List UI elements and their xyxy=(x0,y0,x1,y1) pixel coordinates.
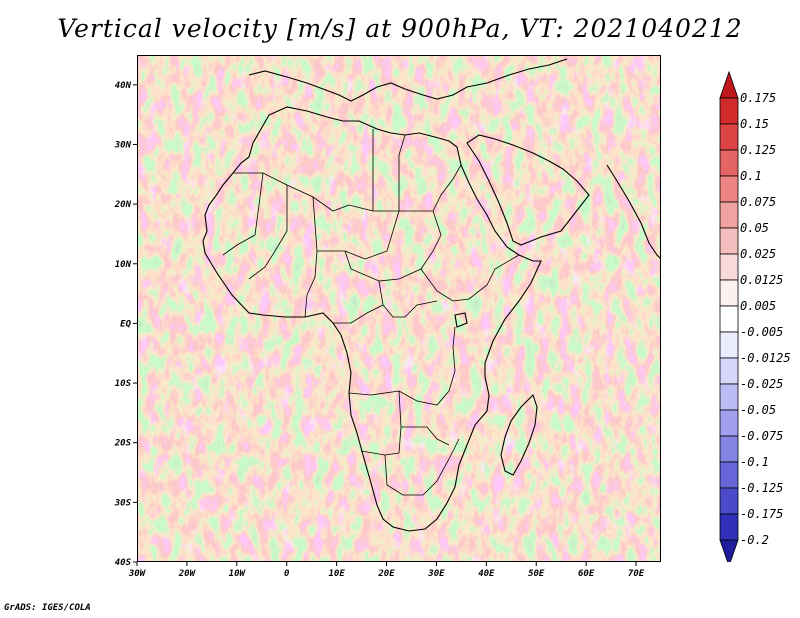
india-coastline xyxy=(606,164,661,260)
y-tick-label: 10S xyxy=(115,379,132,389)
x-tick-label: 70E xyxy=(628,569,645,579)
africa-coastline xyxy=(202,106,542,532)
colorbar-label: -0.075 xyxy=(740,429,783,443)
colorbar-swatch xyxy=(719,461,739,489)
colorbar-label: -0.125 xyxy=(740,481,783,495)
colorbar-label: 0.025 xyxy=(740,247,776,261)
colorbar-svg: 0.175 0.15 0.125 0.1 0.075 0.05 0.025 0.0125 0.0… xyxy=(719,70,791,562)
y-tick-label: 30N xyxy=(114,140,132,150)
x-tick-label: 20W xyxy=(178,569,197,579)
country-borders xyxy=(222,129,520,496)
madagascar-coastline xyxy=(500,393,538,476)
y-tick-label: 40S xyxy=(115,558,132,568)
colorbar-swatch xyxy=(719,175,739,203)
footer-credit: GrADS: IGES/COLA xyxy=(4,603,91,613)
colorbar-label: 0.05 xyxy=(740,221,769,235)
colorbar: 0.175 0.15 0.125 0.1 0.075 0.05 0.025 0.0125 0.0… xyxy=(716,62,800,562)
arabia-coastline xyxy=(466,134,590,246)
europe-coastline xyxy=(248,58,568,102)
colorbar-swatch xyxy=(719,357,739,385)
colorbar-label: -0.0125 xyxy=(740,351,791,365)
colorbar-swatch xyxy=(719,149,739,177)
lake-victoria xyxy=(454,312,468,328)
colorbar-label: 0.125 xyxy=(740,143,776,157)
colorbar-swatch xyxy=(719,383,739,411)
colorbar-swatch xyxy=(719,331,739,359)
y-tick-label: EQ xyxy=(120,319,131,329)
colorbar-label: 0.1 xyxy=(740,169,762,183)
colorbar-max-arrow xyxy=(719,70,739,99)
colorbar-swatch xyxy=(719,279,739,307)
colorbar-label: 0.175 xyxy=(740,91,776,105)
y-tick-label: 30S xyxy=(114,498,132,508)
colorbar-swatch xyxy=(719,305,739,333)
colorbar-label: -0.05 xyxy=(740,403,776,417)
map-panel xyxy=(137,55,661,562)
y-tick-label: 10N xyxy=(115,260,132,270)
coastlines xyxy=(202,58,661,532)
colorbar-label: 0.0125 xyxy=(740,273,783,287)
colorbar-label: 0.15 xyxy=(740,117,769,131)
chart-title: Vertical velocity [m/s] at 900hPa, VT: 2… xyxy=(57,14,743,43)
colorbar-swatch xyxy=(719,227,739,255)
x-tick-label: 30E xyxy=(427,569,445,579)
velocity-field-detail xyxy=(137,55,661,562)
colorbar-swatch xyxy=(719,435,739,463)
colorbar-label: -0.025 xyxy=(740,377,783,391)
colorbar-label: -0.175 xyxy=(740,507,783,521)
colorbar-label: -0.1 xyxy=(740,455,769,469)
x-tick-label: 30W xyxy=(128,569,147,579)
colorbar-label: 0.075 xyxy=(740,195,776,209)
colorbar-swatch xyxy=(719,201,739,229)
x-tick-label: 10W xyxy=(229,569,247,579)
x-tick-label: 20E xyxy=(377,569,395,579)
colorbar-swatch xyxy=(719,253,739,281)
colorbar-label: -0.2 xyxy=(740,533,769,547)
y-tick-label: 40N xyxy=(115,81,132,91)
colorbar-label: 0.005 xyxy=(740,299,776,313)
colorbar-min-arrow xyxy=(719,539,739,562)
colorbar-swatch xyxy=(719,97,739,125)
colorbar-swatch xyxy=(719,409,739,437)
y-tick-label: 20N xyxy=(114,200,132,210)
x-tick-label: 10E xyxy=(328,569,345,579)
map-svg xyxy=(137,55,661,562)
y-tick-label: 20S xyxy=(114,439,132,449)
x-tick-label: 60E xyxy=(578,569,595,579)
colorbar-swatch xyxy=(719,513,739,541)
colorbar-swatch xyxy=(719,487,739,515)
x-tick-label: 0 xyxy=(284,569,290,579)
map-frame xyxy=(137,55,661,562)
colorbar-label: -0.005 xyxy=(740,325,783,339)
x-tick-label: 40E xyxy=(478,569,495,579)
colorbar-swatch xyxy=(719,123,739,151)
x-tick-label: 50E xyxy=(528,569,545,579)
